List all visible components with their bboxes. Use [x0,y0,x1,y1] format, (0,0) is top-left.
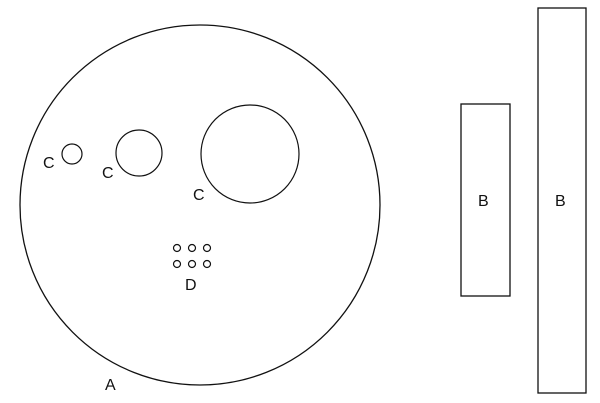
pinhole-d [172,259,182,269]
strip-b-long: B [537,7,587,394]
pinhole-d [202,243,212,253]
pinhole-d [187,243,197,253]
label-d: D [185,277,197,294]
pinhole-d [172,243,182,253]
label-c-large: C [193,187,205,204]
pinhole-d [202,259,212,269]
hole-c-medium [115,129,163,177]
strip-b-short: B [460,103,511,297]
label-c-small: C [43,155,55,172]
pinhole-grid-d [172,243,212,269]
label-b-short: B [478,193,489,210]
pinhole-d [187,259,197,269]
label-c-medium: C [102,165,114,182]
strip-b-long-outline [537,7,587,394]
hole-c-small [61,143,83,165]
disc-outline [19,24,381,386]
strip-b-short-outline [460,103,511,297]
hole-c-large [200,104,300,204]
disc-a: C C C D [19,24,381,386]
label-b-long: B [555,193,566,210]
label-a: A [105,377,116,394]
